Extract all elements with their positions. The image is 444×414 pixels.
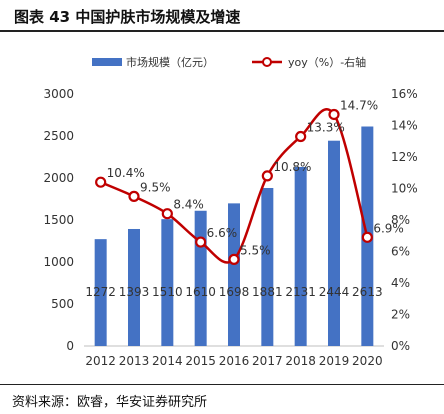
legend-label-yoy: yoy（%）-右轴 — [288, 55, 366, 69]
yoy-point — [328, 108, 340, 121]
source-rule — [0, 384, 444, 385]
line-series — [95, 108, 373, 265]
yoy-point — [361, 231, 373, 243]
bar-value-label: 1610 — [185, 285, 216, 299]
y-left-tick-label: 0 — [66, 339, 74, 353]
title-rule — [0, 30, 444, 32]
y-right-tick-label: 14% — [391, 119, 418, 133]
y-right-tick-label: 12% — [391, 150, 418, 164]
figure-source: 资料来源：欧睿，华安证券研究所 — [12, 395, 208, 410]
x-tick-label: 2014 — [152, 354, 183, 368]
bar-value-label: 1272 — [85, 285, 116, 299]
bar-value-label: 1698 — [219, 285, 250, 299]
y-right-tick-label: 6% — [391, 245, 410, 259]
yoy-value-label: 9.5% — [140, 180, 171, 194]
yoy-point — [95, 176, 107, 188]
bar-market-size — [261, 187, 274, 346]
yoy-value-label: 13.3% — [307, 121, 345, 135]
yoy-value-label: 10.8% — [273, 160, 311, 174]
y-left-tick-label: 3000 — [43, 87, 74, 101]
legend: 市场规模（亿元） yoy（%）-右轴 — [92, 55, 366, 69]
yoy-point — [228, 253, 240, 265]
bar-value-label: 1510 — [152, 285, 183, 299]
bar-value-label: 2444 — [319, 285, 350, 299]
yoy-point — [261, 170, 273, 182]
bar-market-size — [328, 140, 340, 346]
yoy-point — [161, 208, 173, 220]
legend-marker-yoy — [262, 57, 272, 67]
x-tick-label: 2017 — [252, 354, 283, 368]
x-tick-label: 2020 — [352, 354, 383, 368]
bar-market-size — [161, 219, 174, 346]
bar-market-size — [128, 228, 140, 346]
yoy-value-label: 6.9% — [373, 221, 404, 235]
bar-market-size — [194, 210, 207, 346]
legend-swatch-market-size — [92, 58, 122, 66]
bar-value-label: 1881 — [252, 285, 283, 299]
x-tick-label: 2016 — [219, 354, 250, 368]
y-left-tick-label: 500 — [51, 297, 74, 311]
x-tick-label: 2018 — [285, 354, 316, 368]
y-right-tick-label: 2% — [391, 308, 410, 322]
y-left-tick-label: 1500 — [43, 213, 74, 227]
figure-title: 图表 43 中国护肤市场规模及增速 — [14, 8, 241, 26]
y-right-tick-label: 0% — [391, 339, 410, 353]
yoy-value-label: 14.7% — [340, 98, 378, 112]
y-right-tick-label: 16% — [391, 87, 418, 101]
yoy-point — [128, 190, 140, 202]
skincare-market-chart: 市场规模（亿元） yoy（%）-右轴 0 500 1000 1500 2000 2500 30… — [43, 55, 417, 368]
y-left-tick-label: 2000 — [43, 171, 74, 185]
y-right-tick-label: 8% — [391, 213, 410, 227]
bar-market-size — [94, 239, 107, 346]
bar-value-label: 2613 — [352, 285, 383, 299]
x-tick-label: 2012 — [85, 354, 116, 368]
y-left-tick-label: 2500 — [43, 129, 74, 143]
bar-value-label: 2131 — [285, 285, 316, 299]
yoy-value-label: 6.6% — [207, 226, 238, 240]
x-tick-label: 2019 — [319, 354, 350, 368]
yoy-value-label: 5.5% — [240, 243, 271, 257]
y-left-tick-label: 1000 — [43, 255, 74, 269]
yoy-point — [295, 130, 307, 143]
legend-label-market-size: 市场规模（亿元） — [126, 55, 214, 69]
x-tick-label: 2013 — [119, 354, 150, 368]
y-right-tick-label: 4% — [391, 276, 410, 290]
bar-market-size — [294, 166, 307, 346]
x-tick-label: 2015 — [185, 354, 216, 368]
yoy-value-label: 8.4% — [173, 198, 204, 212]
y-right-tick-label: 10% — [391, 182, 418, 196]
yoy-value-label: 10.4% — [107, 166, 145, 180]
axes: 0 500 1000 1500 2000 2500 3000 0% 2% 4% 6% 8% 10% 12%… — [43, 87, 417, 368]
bar-market-size — [228, 203, 240, 346]
bar-value-label: 1393 — [119, 285, 150, 299]
data-labels: 1272 1393 1510 1610 1698 1881 2131 2444 2613 10.4… — [85, 98, 403, 299]
bar-series — [94, 126, 374, 347]
yoy-point — [195, 236, 207, 248]
